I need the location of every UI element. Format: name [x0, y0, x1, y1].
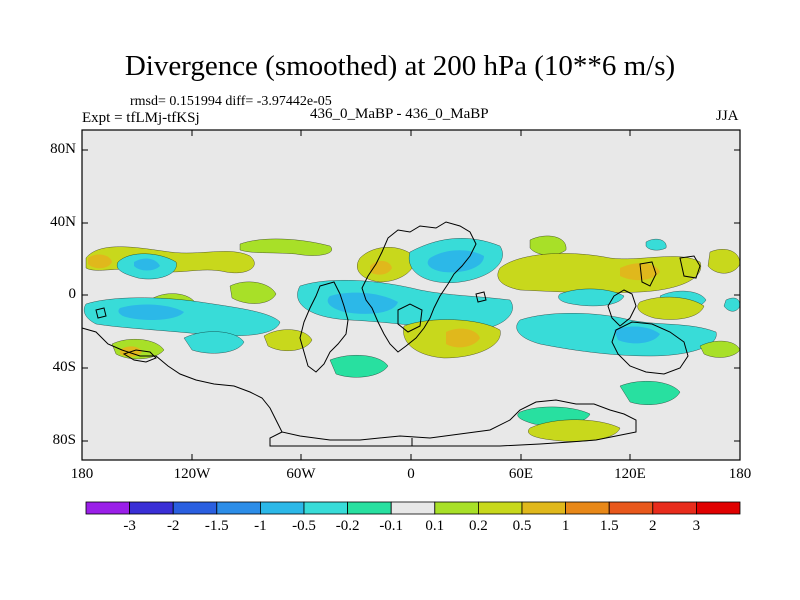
- coastline: [679, 255, 701, 279]
- colorbar-label: 0.1: [425, 518, 445, 534]
- field-negative: [645, 239, 667, 251]
- y-tick-label: 40S: [52, 359, 76, 375]
- y-tick-label: 40N: [50, 214, 76, 230]
- colorbar-swatch: [521, 501, 566, 515]
- field-negative: [297, 280, 513, 331]
- field-positive: [637, 296, 705, 320]
- y-tick-label: 0: [68, 286, 77, 302]
- field-positive-strong: [446, 328, 480, 348]
- land-outlines: [81, 221, 701, 447]
- colorbar-swatch: [477, 501, 523, 515]
- field-negative: [183, 331, 245, 354]
- colorbar-swatch: [303, 501, 348, 515]
- colorbar-label: -0.5: [292, 518, 316, 534]
- colorbar-label: 0.5: [512, 518, 532, 534]
- colorbar-label: 0.2: [469, 518, 488, 534]
- field-negative: [327, 292, 398, 314]
- colorbar-label: 1: [561, 518, 570, 534]
- coastline: [122, 349, 157, 363]
- coastline: [639, 261, 657, 287]
- coastline: [607, 289, 637, 327]
- colorbar-label: -3: [123, 518, 136, 534]
- y-tick-label: 80S: [52, 432, 76, 448]
- coastline: [397, 303, 423, 333]
- x-tick-label: 180: [70, 466, 94, 482]
- x-tick-label: 120W: [173, 466, 211, 482]
- colorbar-label: 1.5: [599, 518, 619, 534]
- colorbar-label: 2: [649, 518, 657, 534]
- field-negative: [329, 355, 389, 378]
- stats-line: rmsd= 0.151994 diff= -3.97442e-05: [130, 94, 332, 109]
- x-tick-label: 0: [407, 466, 415, 482]
- field-negative: [134, 258, 160, 271]
- colorbar-swatch: [216, 501, 261, 515]
- coastline: [95, 307, 107, 319]
- field-positive-strong: [620, 263, 660, 281]
- field-positive: [229, 281, 277, 304]
- x-tick-label: 120E: [614, 466, 646, 482]
- runs-label: 436_0_MaBP - 436_0_MaBP: [310, 106, 489, 122]
- colorbar-label: -1.5: [204, 518, 229, 534]
- field-positive-strong: [88, 254, 112, 269]
- colorbar-swatch: [696, 501, 741, 515]
- colorbar-swatch: [85, 501, 130, 515]
- coastline: [361, 221, 477, 353]
- field-negative: [558, 288, 625, 307]
- colorbar-label: -2: [166, 518, 180, 534]
- plot-title: Divergence (smoothed) at 200 hPa (10**6 …: [124, 50, 676, 82]
- x-tick-label: 60E: [508, 466, 534, 482]
- colorbar-swatch: [259, 501, 305, 515]
- x-tick-label: 60W: [286, 466, 316, 482]
- field-positive: [239, 238, 332, 256]
- colorbar-label: 3: [692, 518, 701, 534]
- axis-ticks: [81, 130, 741, 460]
- coastline: [81, 327, 637, 447]
- coastline: [299, 281, 349, 373]
- field-positive: [263, 329, 313, 351]
- colorbar-swatch: [129, 501, 174, 515]
- field-negative: [619, 381, 681, 405]
- y-tick-label: 80N: [50, 141, 76, 157]
- colorbar-swatch: [652, 501, 697, 515]
- x-tick-label: 180: [728, 466, 752, 482]
- colorbar-label: -1: [254, 518, 267, 534]
- colorbar-swatch: [172, 501, 218, 515]
- map-area: [81, 129, 741, 461]
- colorbar: [85, 501, 741, 515]
- colorbar-swatch: [565, 501, 610, 515]
- colorbar-swatch: [434, 501, 479, 515]
- field-negative: [614, 326, 660, 344]
- field-positive: [529, 235, 567, 256]
- colorbar-swatch: [390, 501, 436, 515]
- colorbar-label: -0.1: [379, 518, 404, 534]
- field-positive: [497, 253, 702, 293]
- colorbar-label: -0.2: [335, 518, 360, 534]
- coastline: [611, 321, 689, 375]
- colorbar-swatch: [608, 501, 654, 515]
- season-label: JJA: [716, 108, 739, 124]
- field-negative: [118, 304, 184, 320]
- colorbar-swatch: [347, 501, 392, 515]
- coastline: [475, 291, 487, 303]
- experiment-label: Expt = tfLMj-tfKSj: [82, 110, 200, 126]
- divergence-field: [84, 235, 741, 442]
